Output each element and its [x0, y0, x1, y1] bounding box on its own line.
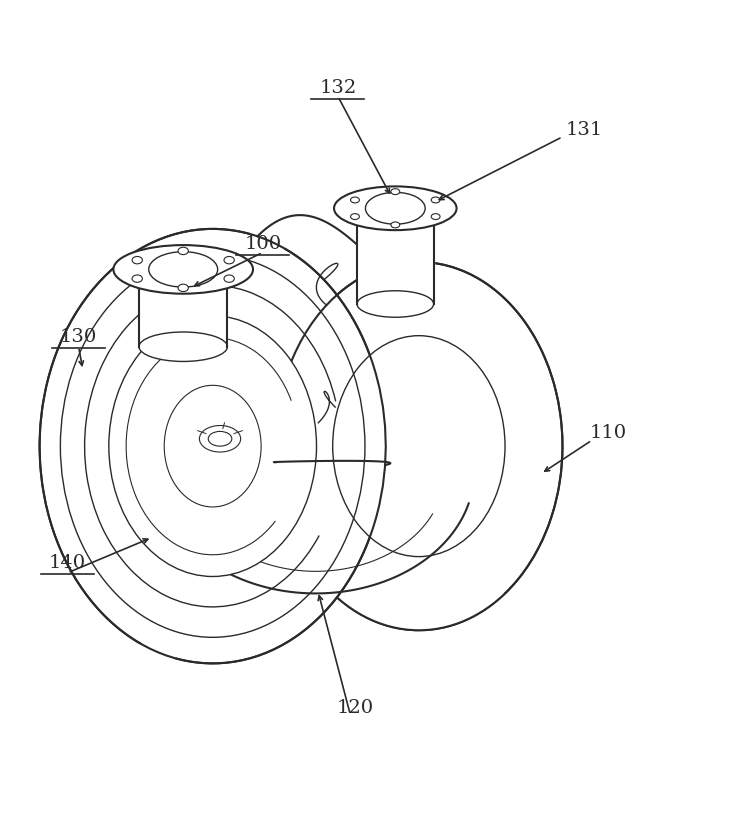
Ellipse shape [132, 275, 142, 283]
Ellipse shape [209, 432, 232, 447]
Text: 132: 132 [319, 79, 356, 98]
Ellipse shape [334, 187, 456, 231]
Ellipse shape [357, 291, 433, 318]
Ellipse shape [39, 230, 386, 663]
Ellipse shape [164, 386, 261, 507]
Ellipse shape [139, 332, 227, 362]
Ellipse shape [224, 257, 234, 265]
Ellipse shape [132, 257, 142, 265]
Ellipse shape [109, 317, 317, 576]
Ellipse shape [391, 189, 400, 195]
Ellipse shape [431, 214, 440, 220]
Ellipse shape [114, 246, 253, 294]
Text: 100: 100 [244, 235, 281, 253]
Ellipse shape [275, 263, 562, 630]
Text: 140: 140 [49, 553, 86, 571]
Text: 110: 110 [590, 423, 627, 442]
Ellipse shape [224, 275, 234, 283]
Ellipse shape [391, 222, 400, 228]
Ellipse shape [431, 198, 440, 203]
Ellipse shape [148, 252, 217, 288]
Ellipse shape [200, 426, 240, 452]
Text: 131: 131 [566, 121, 603, 138]
Ellipse shape [332, 337, 505, 557]
Ellipse shape [350, 214, 359, 220]
Ellipse shape [365, 194, 425, 225]
Text: 130: 130 [60, 327, 97, 346]
Ellipse shape [350, 198, 359, 203]
Text: 120: 120 [336, 699, 373, 716]
Ellipse shape [178, 248, 188, 256]
Ellipse shape [178, 284, 188, 292]
